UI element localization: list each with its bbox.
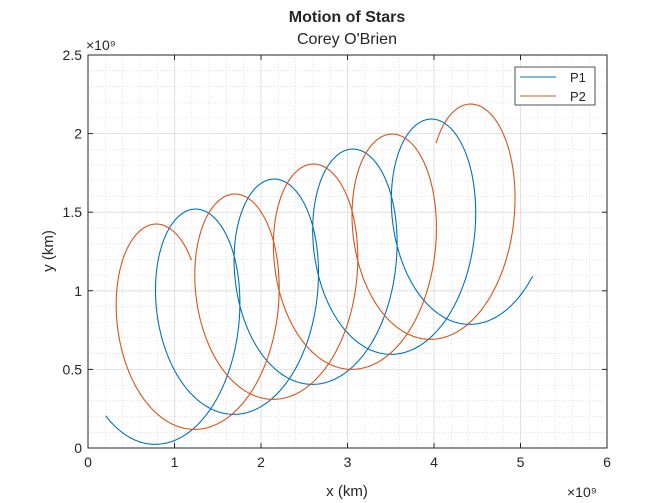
x-exponent-label: ×10⁹: [567, 484, 597, 500]
x-tick-label: 6: [603, 454, 611, 470]
x-tick-label: 5: [517, 454, 525, 470]
series-line-p1: [105, 118, 534, 445]
series-line-p2: [115, 103, 516, 430]
y-exponent-label: ×10⁹: [86, 37, 116, 53]
y-tick-label: 1.5: [63, 204, 83, 220]
tick-labels: 0 1 2 3 4 5 6 0 0.5 1 1.5 2 2.5: [63, 47, 612, 470]
ticks-layer: [87, 54, 608, 449]
legend-label-p2: P2: [570, 89, 586, 104]
chart-title: Motion of Stars: [289, 9, 406, 26]
x-tick-label: 1: [171, 454, 179, 470]
y-tick-label: 1: [74, 283, 82, 299]
legend-label-p1: P1: [570, 70, 586, 85]
series-layer: [105, 103, 534, 445]
chart-subtitle: Corey O'Brien: [297, 31, 397, 48]
x-tick-label: 0: [84, 454, 92, 470]
x-tick-label: 4: [430, 454, 438, 470]
y-axis-label: y (km): [40, 230, 57, 272]
legend-box: [514, 66, 596, 106]
y-tick-label: 2.5: [63, 47, 83, 63]
y-tick-label: 0.5: [63, 361, 83, 377]
x-tick-label: 3: [344, 454, 352, 470]
x-tick-label: 2: [257, 454, 265, 470]
y-tick-label: 0: [74, 440, 82, 456]
y-tick-label: 2: [74, 126, 82, 142]
legend: P1 P2: [514, 66, 596, 106]
plot-area: [87, 54, 608, 449]
x-axis-label: x (km): [326, 483, 368, 500]
